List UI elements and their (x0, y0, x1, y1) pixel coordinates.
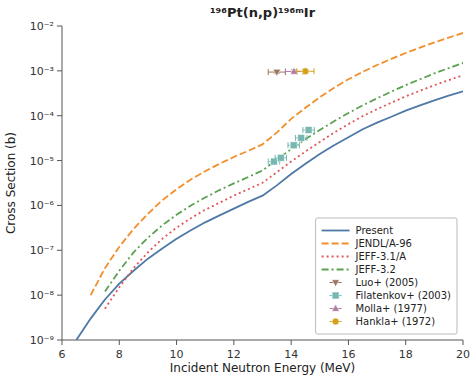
legend-line-sample (322, 269, 350, 271)
legend-label: Filatenkov+ (2003) (356, 290, 451, 301)
x-error-cap (299, 142, 300, 148)
chart: 6 8 10 12 14 16 18 20 10⁻⁹ 10⁻⁸ 10⁻⁷ 10⁻⁶ 10⁻⁵ 10⁻⁴ 10… (0, 0, 475, 383)
x-error-cap (295, 135, 296, 141)
x-tick (233, 340, 234, 345)
x-error-bar (295, 135, 306, 141)
x-error-cap (268, 159, 269, 165)
x-error-cap (302, 127, 303, 133)
data-point (290, 67, 298, 74)
legend-label: Hankla+ (1972) (356, 316, 436, 327)
y-tick (57, 205, 62, 206)
series-points (268, 127, 314, 166)
legend-item: Luo+ (2005) (330, 277, 419, 288)
y-tick (57, 115, 62, 116)
x-tick-label: 18 (399, 348, 413, 361)
series-points (268, 69, 285, 76)
y-tick-label: 10⁻⁹ (30, 334, 54, 347)
x-error-cap (314, 127, 315, 133)
data-point (290, 142, 297, 149)
y-tick-label: 10⁻⁴ (30, 110, 55, 123)
legend-item: Molla+ (1977) (330, 303, 427, 314)
plot-area (76, 33, 463, 340)
legend-label: Present (356, 225, 394, 236)
legend-label: Molla+ (1977) (356, 303, 427, 314)
data-point (302, 68, 309, 75)
x-tick-label: 6 (59, 348, 66, 361)
y-tick (57, 250, 62, 251)
series-line (76, 91, 463, 340)
data-point (273, 69, 281, 76)
x-error-bar (297, 68, 314, 74)
y-axis-line (62, 26, 63, 340)
y-tick-label: 10⁻⁷ (30, 244, 54, 257)
legend-item: JEFF-3.1/A (322, 251, 407, 262)
legend-line-sample (322, 243, 350, 245)
x-error-cap (306, 135, 307, 141)
x-error-cap (285, 69, 286, 75)
x-tick (348, 340, 349, 345)
x-tick (463, 340, 464, 345)
x-tick-label: 8 (116, 348, 123, 361)
x-error-bar (303, 127, 314, 133)
legend-marker-sample (332, 318, 339, 325)
legend: Present JENDL/A-96 JEFF-3.1/A JEFF-3.2 Luo+ … (316, 218, 457, 334)
x-error-bar (275, 155, 286, 161)
x-error-cap (286, 155, 287, 161)
x-tick (176, 340, 177, 345)
legend-marker-sample (332, 280, 340, 287)
x-error-bar (288, 142, 299, 148)
legend-item: JEFF-3.2 (322, 264, 396, 275)
x-error-cap (275, 155, 276, 161)
x-tick-label: 20 (456, 348, 470, 361)
x-tick-label: 14 (284, 348, 298, 361)
legend-item: JENDL/A-96 (322, 238, 412, 249)
y-tick (57, 340, 62, 341)
x-tick (291, 340, 292, 345)
x-axis-line (62, 340, 463, 341)
x-tick-label: 16 (341, 348, 355, 361)
legend-line-sample (322, 256, 350, 258)
legend-marker-sample (332, 292, 339, 299)
legend-item: Filatenkov+ (2003) (330, 290, 451, 301)
x-tick (62, 340, 63, 345)
x-tick-label: 12 (227, 348, 241, 361)
x-error-cap (296, 68, 297, 74)
data-point (270, 158, 277, 165)
legend-label: JEFF-3.2 (355, 264, 396, 275)
x-error-cap (268, 69, 269, 75)
x-error-cap (285, 68, 286, 74)
data-point (305, 127, 312, 134)
y-tick-label: 10⁻³ (30, 65, 54, 78)
x-error-cap (287, 142, 288, 148)
y-tick-label: 10⁻⁸ (30, 289, 55, 302)
x-axis-label: Incident Neutron Energy (MeV) (170, 361, 355, 375)
legend-item: Present (322, 225, 394, 236)
title: ¹⁹⁶Pt(n,p)¹⁹⁶ᵐIr (210, 5, 316, 20)
y-tick-label: 10⁻² (30, 20, 54, 33)
legend-marker-sample (332, 304, 340, 311)
legend-label: Luo+ (2005) (356, 277, 419, 288)
legend-label: JEFF-3.1/A (355, 251, 407, 262)
legend-box (316, 218, 457, 334)
axes: 6 8 10 12 14 16 18 20 10⁻⁹ 10⁻⁸ 10⁻⁷ 10⁻⁶ 10⁻⁵ 10⁻⁴ 10… (30, 20, 470, 361)
legend-item: Hankla+ (1972) (330, 316, 436, 327)
y-tick (57, 295, 62, 296)
x-error-cap (314, 68, 315, 74)
y-tick (57, 160, 62, 161)
legend-label: JENDL/A-96 (355, 238, 412, 249)
y-tick-label: 10⁻⁵ (30, 155, 54, 168)
x-tick (119, 340, 120, 345)
y-tick-label: 10⁻⁶ (30, 199, 55, 212)
legend-line-sample (322, 230, 350, 232)
y-axis-label: Cross Section (b) (4, 132, 18, 234)
x-tick (405, 340, 406, 345)
data-point (298, 134, 305, 141)
data-point (277, 154, 284, 161)
x-tick-label: 10 (170, 348, 184, 361)
series-points (297, 68, 314, 75)
y-tick (57, 26, 62, 27)
y-tick (57, 70, 62, 71)
